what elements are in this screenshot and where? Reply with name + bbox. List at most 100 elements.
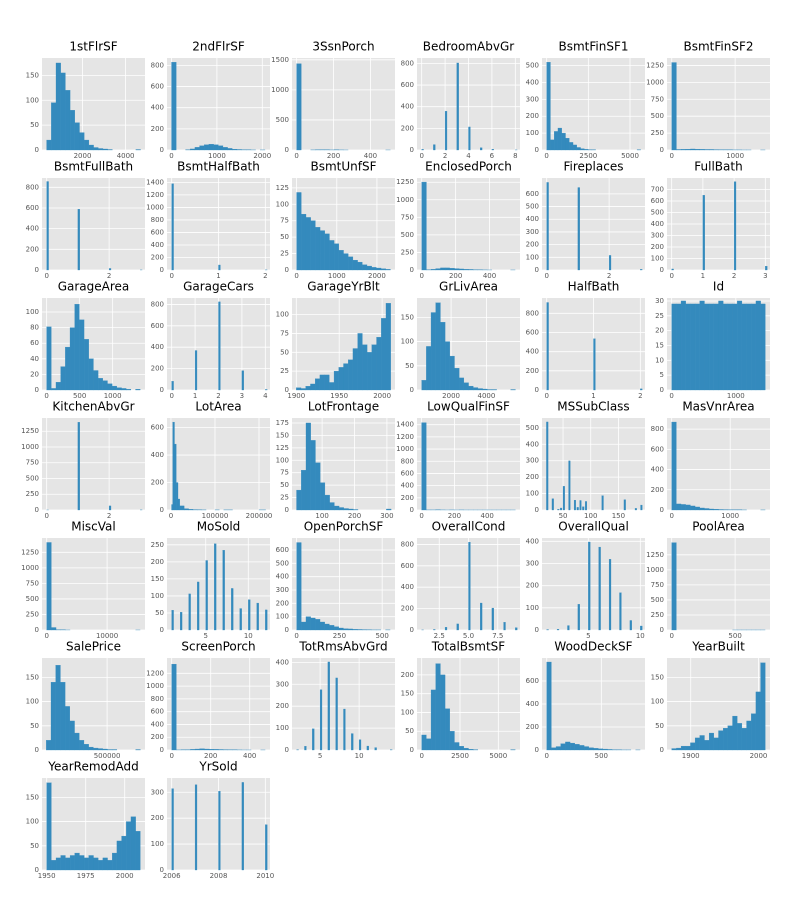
y-tick-label: 1200 [396, 433, 414, 441]
y-tick-label: 1400 [396, 421, 414, 429]
histogram-bar [315, 619, 321, 631]
x-tick-label: 0 [670, 152, 674, 160]
x-tick-label: 400 [483, 272, 496, 280]
histogram-bar [305, 422, 311, 511]
y-tick-label: 150 [151, 575, 164, 583]
histogram-bar [121, 835, 127, 871]
y-tick-label: 25 [280, 250, 289, 258]
histogram-bar [480, 602, 483, 631]
x-tick-label: 1 [701, 272, 705, 280]
chart-title: BedroomAbvGr [423, 40, 515, 54]
histogram-bar [435, 268, 441, 271]
chart-title: BsmtFullBath [54, 160, 133, 174]
histogram-bar [634, 508, 637, 511]
histogram-bar [236, 149, 242, 151]
y-tick-label: 400 [276, 658, 289, 666]
histogram-bar [755, 691, 761, 751]
histogram-bar [690, 148, 696, 151]
histogram-bar [102, 148, 108, 151]
y-tick-label: 600 [651, 197, 664, 205]
histogram-bar [357, 629, 363, 631]
histogram-bar [352, 348, 358, 391]
histogram-bar [737, 723, 743, 751]
y-tick-label: 1250 [646, 61, 664, 69]
y-tick-label: 100 [276, 200, 289, 208]
chart-title: TotalBsmtSF [431, 640, 506, 654]
histogram-bar [480, 147, 483, 151]
y-tick-label: 1000 [646, 78, 664, 86]
y-tick-label: 50 [280, 233, 289, 241]
histogram-bar [468, 542, 471, 631]
y-tick-label: 200 [151, 365, 164, 373]
histogram-bar [680, 149, 686, 151]
histogram-bar [60, 366, 66, 391]
chart-title: OverallCond [432, 520, 506, 534]
histogram-bar [468, 269, 474, 271]
y-tick-label: 400 [526, 78, 539, 86]
chart-title: MasVnrArea [682, 400, 754, 414]
y-tick-label: 200 [651, 243, 664, 251]
histogram-bar [569, 742, 575, 751]
y-tick-label: 0 [35, 746, 39, 754]
histogram-bar [88, 746, 94, 751]
histogram-bar [55, 382, 61, 391]
histogram-bar [685, 303, 691, 391]
histogram-bar [694, 506, 700, 511]
histogram-bar [190, 749, 196, 751]
histogram-bar [46, 740, 52, 751]
y-tick-label: 600 [151, 424, 164, 432]
x-tick-label: 400 [481, 512, 494, 520]
histogram-bar [580, 148, 585, 151]
x-tick-label: 3 [763, 272, 767, 280]
histogram-bar [699, 300, 705, 391]
x-tick-label: 2500 [451, 752, 469, 760]
histogram-bar [727, 725, 733, 751]
histogram-bar [454, 742, 460, 751]
x-tick-label: 1000 [104, 392, 122, 400]
y-tick-label: 0 [160, 626, 164, 634]
histogram-bar [180, 612, 183, 631]
x-tick-label: 0 [419, 152, 423, 160]
histogram-bar [458, 746, 464, 751]
plot-background [167, 538, 270, 630]
chart-title: GarageCars [183, 280, 254, 294]
histogram-bar [680, 300, 686, 391]
histogram-bar [556, 629, 560, 631]
y-tick-label: 800 [151, 695, 164, 703]
histogram-bar [319, 374, 325, 391]
x-tick-label: 2 [443, 152, 447, 160]
x-tick-label: 500 [728, 632, 741, 640]
plot-background [542, 538, 645, 630]
y-tick-label: 200 [151, 558, 164, 566]
x-tick-label: 200 [449, 272, 462, 280]
y-tick-label: 50 [655, 722, 664, 730]
x-tick-label: 0 [44, 392, 48, 400]
x-tick-label: 10 [636, 632, 645, 640]
histogram-bar [746, 720, 752, 751]
histogram-bar [300, 388, 306, 391]
x-tick-label: 1950 [330, 392, 348, 400]
plot-background [667, 418, 770, 510]
histogram-bar [690, 742, 696, 751]
y-tick-label: 500 [26, 474, 39, 482]
histogram-bar [135, 389, 141, 391]
histogram-bar [121, 388, 127, 391]
histogram-bar [296, 489, 302, 511]
y-tick-label: 750 [26, 579, 39, 587]
y-tick-label: 150 [26, 793, 39, 801]
x-tick-label: 0 [44, 272, 48, 280]
chart-title: HalfBath [568, 280, 620, 294]
histogram-bar [671, 748, 677, 751]
histogram-bar [579, 500, 582, 511]
chart-title: GarageArea [58, 280, 130, 294]
y-tick-label: 800 [26, 183, 39, 191]
histogram-bar [241, 782, 244, 871]
plot-background [42, 418, 145, 510]
histogram-bar [694, 303, 700, 391]
x-tick-label: 5 [318, 752, 322, 760]
x-tick-label: 0 [420, 272, 424, 280]
histogram-bar [561, 132, 566, 151]
histogram-bar [324, 623, 330, 631]
chart-title: KitchenAbvGr [52, 400, 134, 414]
